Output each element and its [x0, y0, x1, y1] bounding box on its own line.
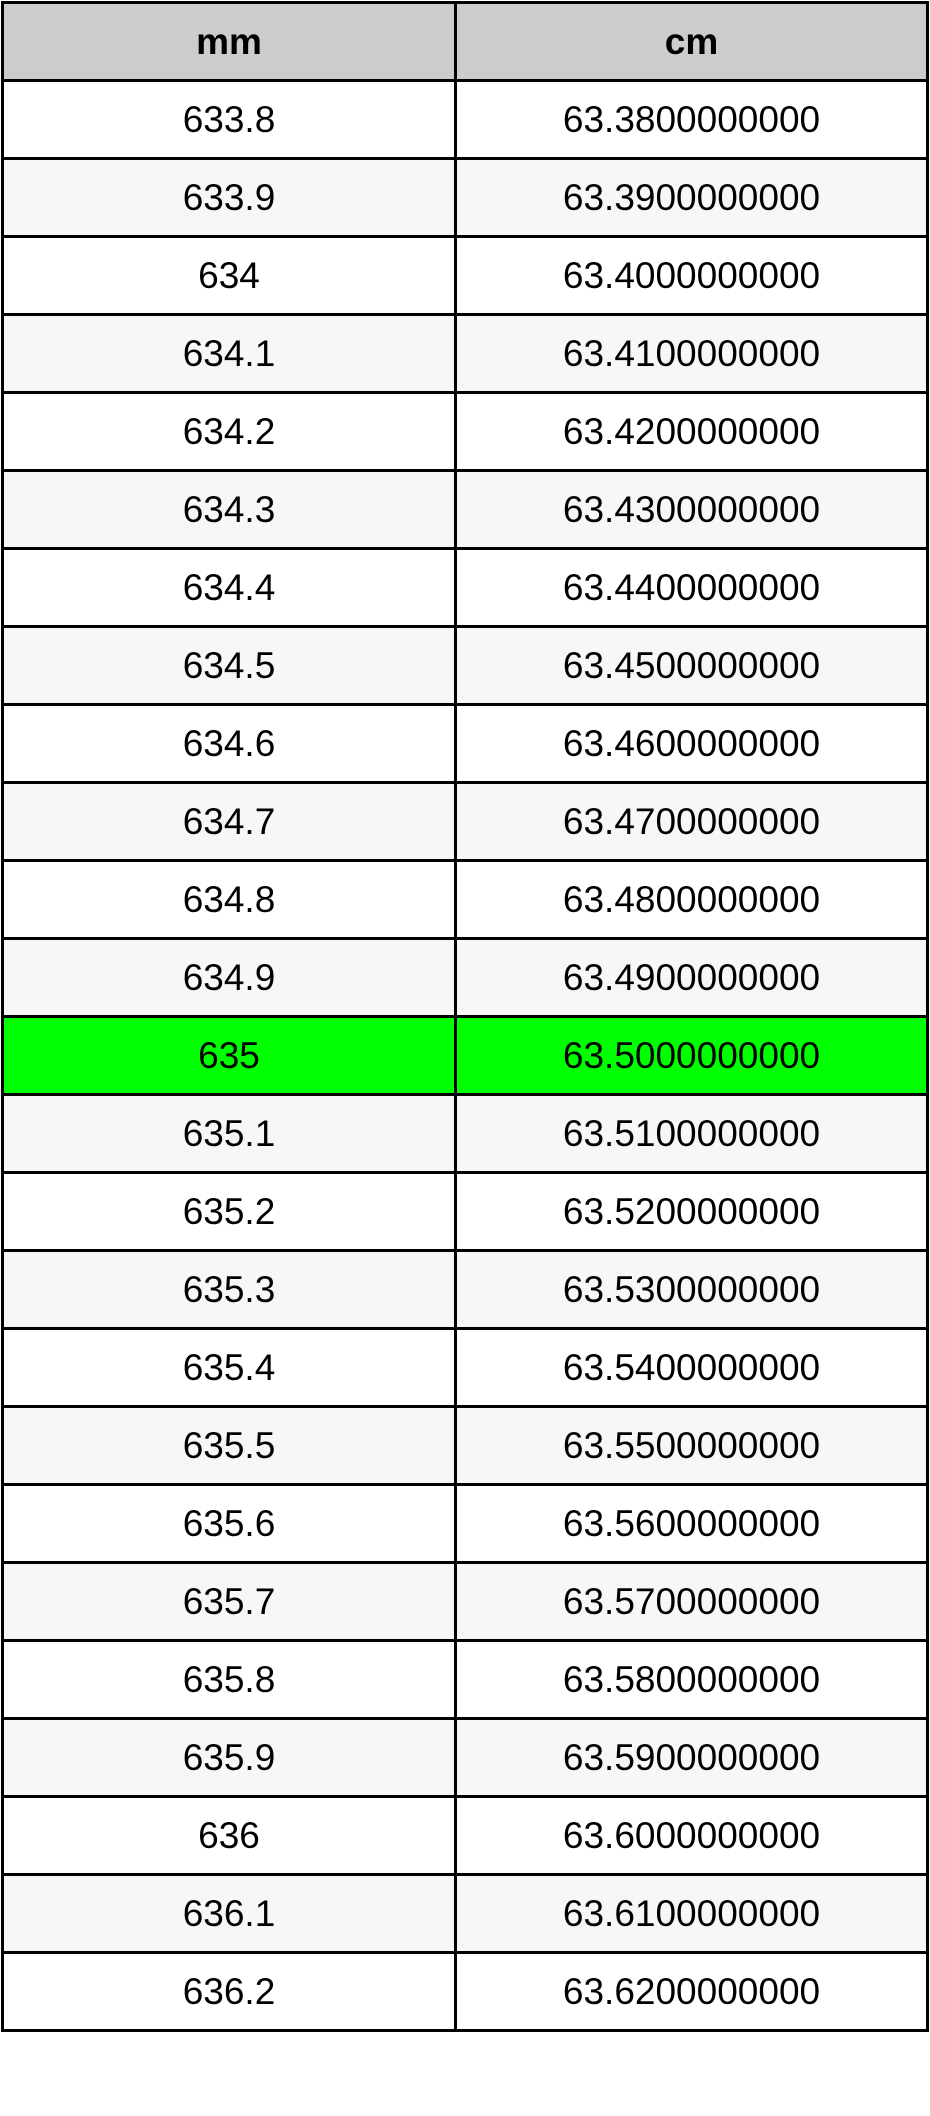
table-row: 634.5 63.4500000000: [1, 625, 929, 706]
cell-mm: 635.2: [1, 1171, 457, 1252]
cell-cm: 63.6000000000: [454, 1795, 929, 1876]
cell-cm: 63.4900000000: [454, 937, 929, 1018]
cell-mm: 633.9: [1, 157, 457, 238]
table-row: 634.9 63.4900000000: [1, 937, 929, 1018]
cell-cm: 63.5600000000: [454, 1483, 929, 1564]
cell-cm: 63.4100000000: [454, 313, 929, 394]
cell-mm: 635.6: [1, 1483, 457, 1564]
cell-mm: 636.2: [1, 1951, 457, 2032]
cell-cm: 63.4400000000: [454, 547, 929, 628]
cell-cm: 63.5100000000: [454, 1093, 929, 1174]
cell-mm: 635.1: [1, 1093, 457, 1174]
cell-mm: 635.3: [1, 1249, 457, 1330]
cell-mm: 636: [1, 1795, 457, 1876]
cell-cm: 63.3900000000: [454, 157, 929, 238]
table-row: 633.8 63.3800000000: [1, 79, 929, 160]
table-row-highlighted: 635 63.5000000000: [1, 1015, 929, 1096]
cell-mm: 634.1: [1, 313, 457, 394]
table-row: 635.9 63.5900000000: [1, 1717, 929, 1798]
table-row: 635.5 63.5500000000: [1, 1405, 929, 1486]
table-row: 635.7 63.5700000000: [1, 1561, 929, 1642]
table-row: 633.9 63.3900000000: [1, 157, 929, 238]
cell-cm: 63.5800000000: [454, 1639, 929, 1720]
table-row: 634.4 63.4400000000: [1, 547, 929, 628]
table-row: 634.6 63.4600000000: [1, 703, 929, 784]
cell-cm: 63.5500000000: [454, 1405, 929, 1486]
cell-cm: 63.4600000000: [454, 703, 929, 784]
cell-cm: 63.4000000000: [454, 235, 929, 316]
cell-mm: 635.4: [1, 1327, 457, 1408]
cell-mm: 635.5: [1, 1405, 457, 1486]
cell-mm: 634.9: [1, 937, 457, 1018]
table-row: 635.4 63.5400000000: [1, 1327, 929, 1408]
cell-mm: 634: [1, 235, 457, 316]
cell-cm: 63.5300000000: [454, 1249, 929, 1330]
cell-cm: 63.4200000000: [454, 391, 929, 472]
cell-cm: 63.4300000000: [454, 469, 929, 550]
table-row: 635.1 63.5100000000: [1, 1093, 929, 1174]
cell-cm: 63.5200000000: [454, 1171, 929, 1252]
table-row: 635.2 63.5200000000: [1, 1171, 929, 1252]
header-cm: cm: [454, 1, 929, 82]
table-row: 635.3 63.5300000000: [1, 1249, 929, 1330]
cell-mm: 635.8: [1, 1639, 457, 1720]
table-row: 634.2 63.4200000000: [1, 391, 929, 472]
cell-mm: 634.8: [1, 859, 457, 940]
cell-mm: 636.1: [1, 1873, 457, 1954]
cell-mm: 634.7: [1, 781, 457, 862]
table-row: 634 63.4000000000: [1, 235, 929, 316]
table-row: 634.8 63.4800000000: [1, 859, 929, 940]
header-row: mm cm: [1, 1, 929, 82]
table-row: 635.6 63.5600000000: [1, 1483, 929, 1564]
table-row: 636.1 63.6100000000: [1, 1873, 929, 1954]
table-row: 635.8 63.5800000000: [1, 1639, 929, 1720]
cell-cm: 63.5400000000: [454, 1327, 929, 1408]
cell-cm: 63.5000000000: [454, 1015, 929, 1096]
cell-cm: 63.4800000000: [454, 859, 929, 940]
header-mm: mm: [1, 1, 457, 82]
table-row: 636 63.6000000000: [1, 1795, 929, 1876]
cell-mm: 635.7: [1, 1561, 457, 1642]
cell-cm: 63.3800000000: [454, 79, 929, 160]
cell-cm: 63.6100000000: [454, 1873, 929, 1954]
table-row: 634.3 63.4300000000: [1, 469, 929, 550]
cell-cm: 63.6200000000: [454, 1951, 929, 2032]
cell-cm: 63.4700000000: [454, 781, 929, 862]
table-row: 636.2 63.6200000000: [1, 1951, 929, 2032]
cell-mm: 634.3: [1, 469, 457, 550]
cell-cm: 63.5700000000: [454, 1561, 929, 1642]
cell-mm: 634.5: [1, 625, 457, 706]
cell-cm: 63.4500000000: [454, 625, 929, 706]
conversion-table: mm cm 633.8 63.3800000000 633.9 63.39000000…: [1, 1, 929, 2032]
cell-mm: 634.2: [1, 391, 457, 472]
table-row: 634.7 63.4700000000: [1, 781, 929, 862]
cell-cm: 63.5900000000: [454, 1717, 929, 1798]
cell-mm: 635: [1, 1015, 457, 1096]
cell-mm: 633.8: [1, 79, 457, 160]
cell-mm: 634.4: [1, 547, 457, 628]
cell-mm: 635.9: [1, 1717, 457, 1798]
table-row: 634.1 63.4100000000: [1, 313, 929, 394]
cell-mm: 634.6: [1, 703, 457, 784]
